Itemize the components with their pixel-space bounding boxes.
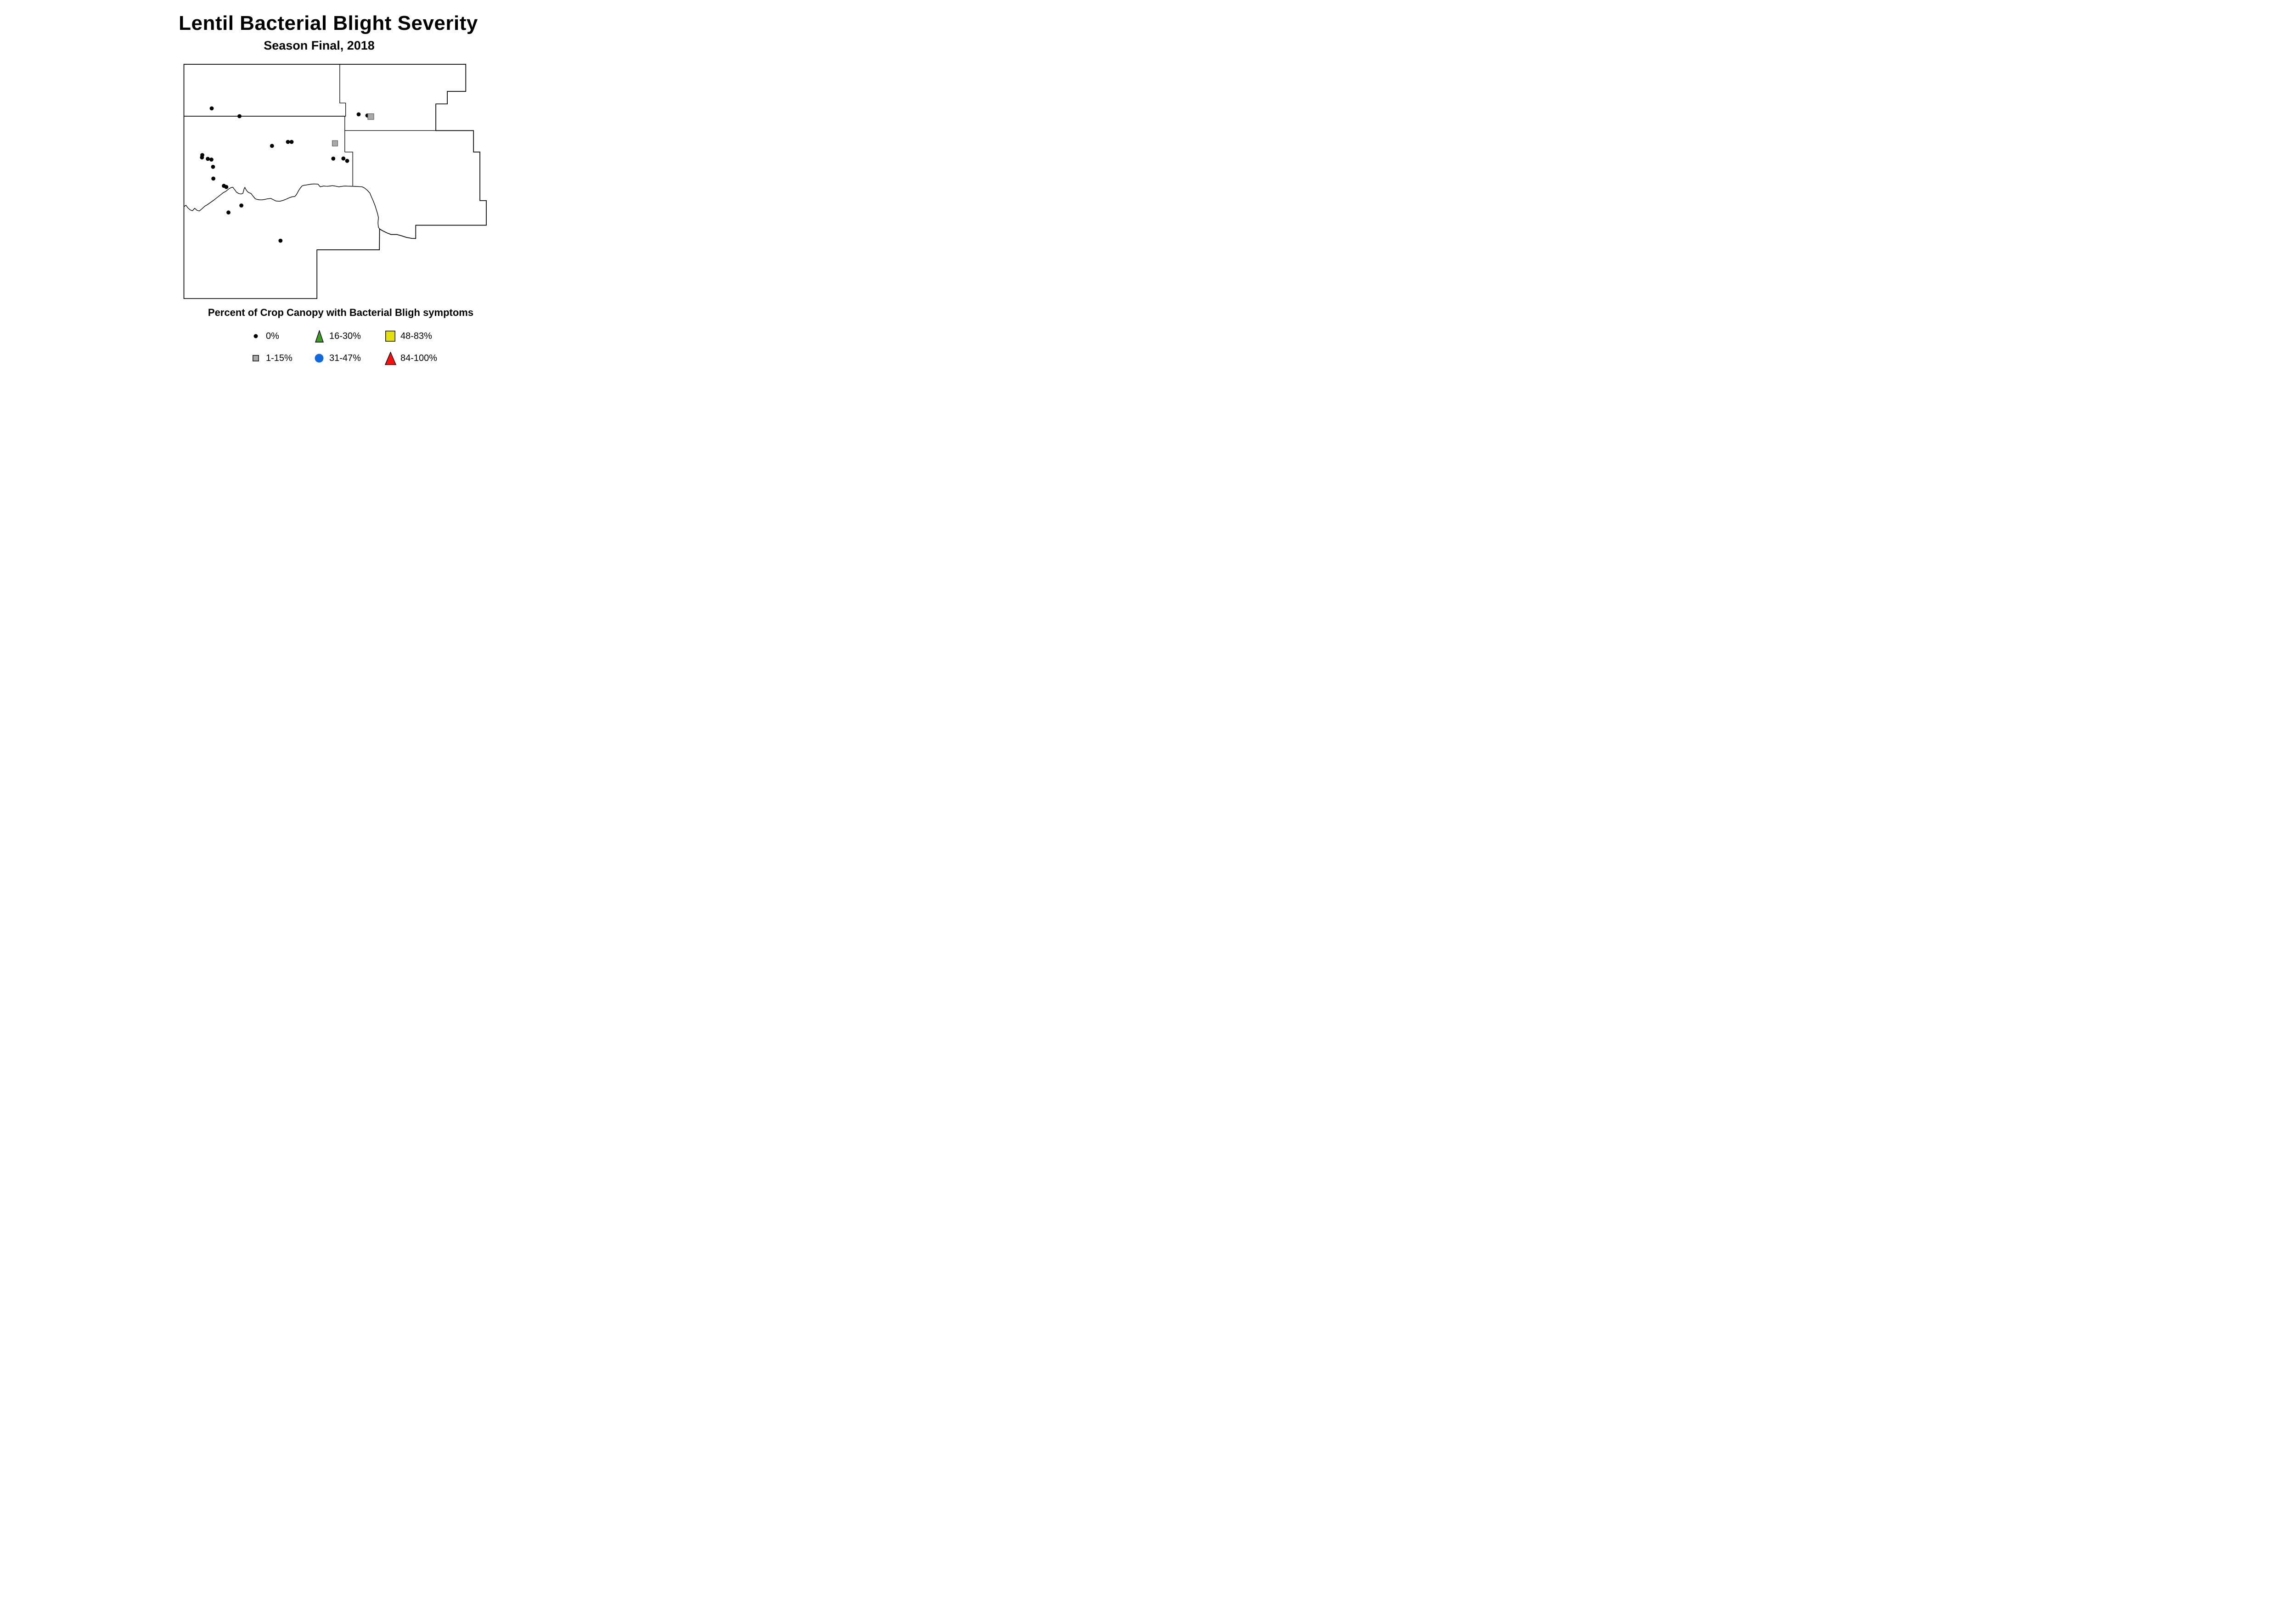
map-point: [289, 140, 294, 144]
page-subtitle: Season Final, 2018: [264, 39, 375, 52]
legend-item-0pct: 0%: [248, 328, 279, 344]
map-point: [356, 112, 361, 117]
map-points-layer: [200, 106, 374, 243]
legend-item-16-30pct: 16-30%: [312, 328, 361, 344]
map-point: [237, 114, 242, 118]
page-title: Lentil Bacterial Blight Severity: [179, 12, 478, 34]
legend-item-31-47pct: 31-47%: [312, 350, 361, 366]
map-point: [226, 210, 231, 215]
map-point: [211, 176, 215, 181]
map-point: [209, 158, 214, 162]
map-point: [270, 144, 274, 148]
county-boundary-topleft-topright: [339, 64, 346, 117]
map-outer-boundary: [183, 64, 487, 299]
legend-label: 84-100%: [400, 353, 438, 363]
legend-marker-green-triangle-icon: [312, 328, 326, 344]
legend-marker-dot-icon: [248, 328, 263, 344]
map-point: [278, 238, 283, 243]
legend-item-1-15pct: 1-15%: [248, 350, 293, 366]
legend-label: 1-15%: [266, 353, 293, 363]
legend-label: 16-30%: [329, 331, 361, 341]
map-point: [331, 157, 336, 161]
legend-marker-yellow-square-icon: [383, 328, 398, 344]
legend-label: 0%: [266, 331, 279, 341]
legend-item-48-83pct: 48-83%: [383, 328, 432, 344]
map-point: [200, 155, 204, 160]
map-point: [206, 157, 210, 161]
map-point: [345, 158, 349, 163]
map-point: [209, 106, 214, 111]
map-point: [286, 140, 290, 144]
map-point: [341, 156, 346, 161]
legend-marker-red-triangle-icon: [383, 350, 398, 366]
river-boundary: [184, 183, 380, 229]
map-point: [224, 185, 229, 189]
map-point: [367, 113, 374, 120]
map-point: [332, 140, 338, 146]
map-point: [211, 164, 215, 169]
legend-item-84-100pct: 84-100%: [383, 350, 437, 366]
legend-title: Percent of Crop Canopy with Bacterial Bl…: [208, 307, 474, 318]
severity-map: [183, 64, 487, 299]
legend-label: 48-83%: [400, 331, 432, 341]
legend-marker-blue-circle-icon: [312, 350, 326, 366]
figure-canvas: { "title": "Lentil Bacterial Blight Seve…: [0, 0, 707, 372]
map-point: [239, 203, 243, 208]
county-boundary-middle-east-lower: [344, 152, 353, 186]
legend-label: 31-47%: [329, 353, 361, 363]
legend-marker-gray-square-icon: [248, 350, 263, 366]
